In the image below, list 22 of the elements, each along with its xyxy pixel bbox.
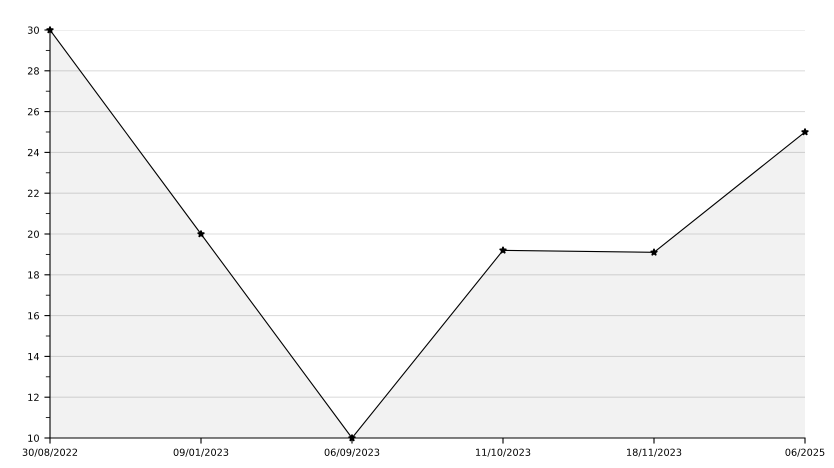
point [499,246,507,254]
y-tick-label: 22 [28,190,39,197]
y-tick-label: 16 [28,312,39,320]
point [650,248,658,256]
x-tick-label: 30/08/2022 [22,448,78,457]
y-tick-label: 30 [28,26,39,34]
point [801,128,809,136]
y-tick-label: 12 [28,394,39,401]
y-tick-label: 20 [28,230,39,238]
point [197,230,205,238]
y-tick-label: 14 [28,353,40,360]
x-tick-label: 18/11/2023 [627,448,682,457]
y-tick-label: 18 [28,271,39,279]
x-tick-label: 06/2025 [785,448,824,457]
x-tick-label: 06/09/2023 [324,448,380,457]
point [348,434,356,442]
x-tick-label: 09/01/2023 [174,448,228,457]
y-tick-label: 26 [28,108,39,116]
y-tick-label: 24 [28,148,40,156]
y-tick-label: 28 [28,67,39,75]
y-tick-label: 10 [28,434,39,442]
x-tick-label: 11/10/2023 [476,448,530,457]
